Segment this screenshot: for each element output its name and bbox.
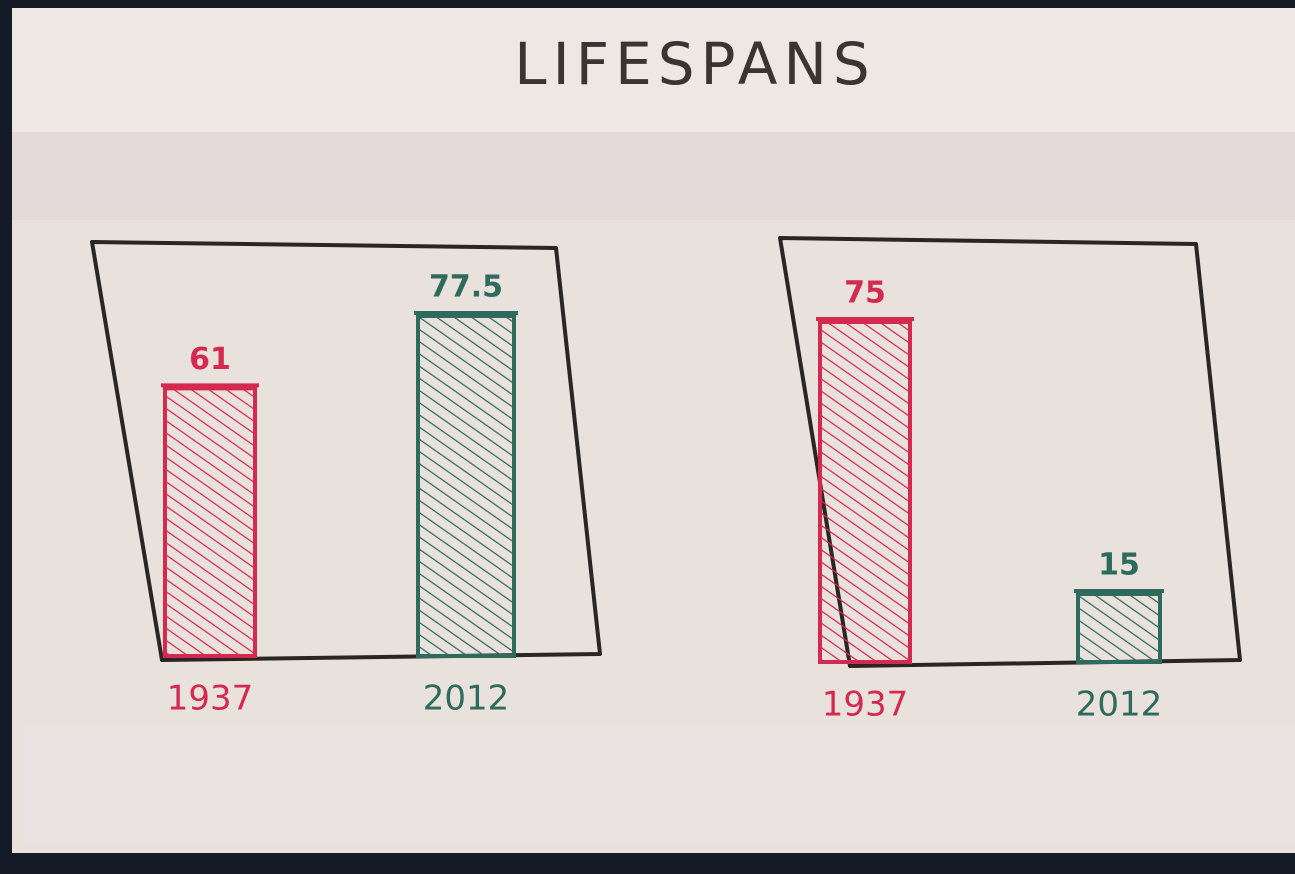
bar bbox=[416, 314, 516, 658]
value-label: 75 bbox=[844, 276, 886, 311]
paper-band bbox=[12, 8, 1295, 132]
bar bbox=[163, 386, 257, 658]
x-tick-label: 2012 bbox=[1076, 685, 1163, 725]
plot-frame bbox=[90, 240, 602, 662]
x-tick-label: 2012 bbox=[423, 679, 510, 719]
x-tick-label: 1937 bbox=[167, 679, 254, 719]
paper-band bbox=[24, 725, 1295, 845]
x-tick-label: 1937 bbox=[822, 685, 909, 725]
bar bbox=[818, 320, 912, 664]
bar bbox=[1076, 592, 1162, 664]
title: LIFESPANS bbox=[514, 30, 875, 98]
paper-band bbox=[12, 132, 1295, 220]
value-label: 77.5 bbox=[429, 270, 503, 305]
value-label: 15 bbox=[1098, 548, 1140, 583]
value-label: 61 bbox=[189, 342, 231, 377]
